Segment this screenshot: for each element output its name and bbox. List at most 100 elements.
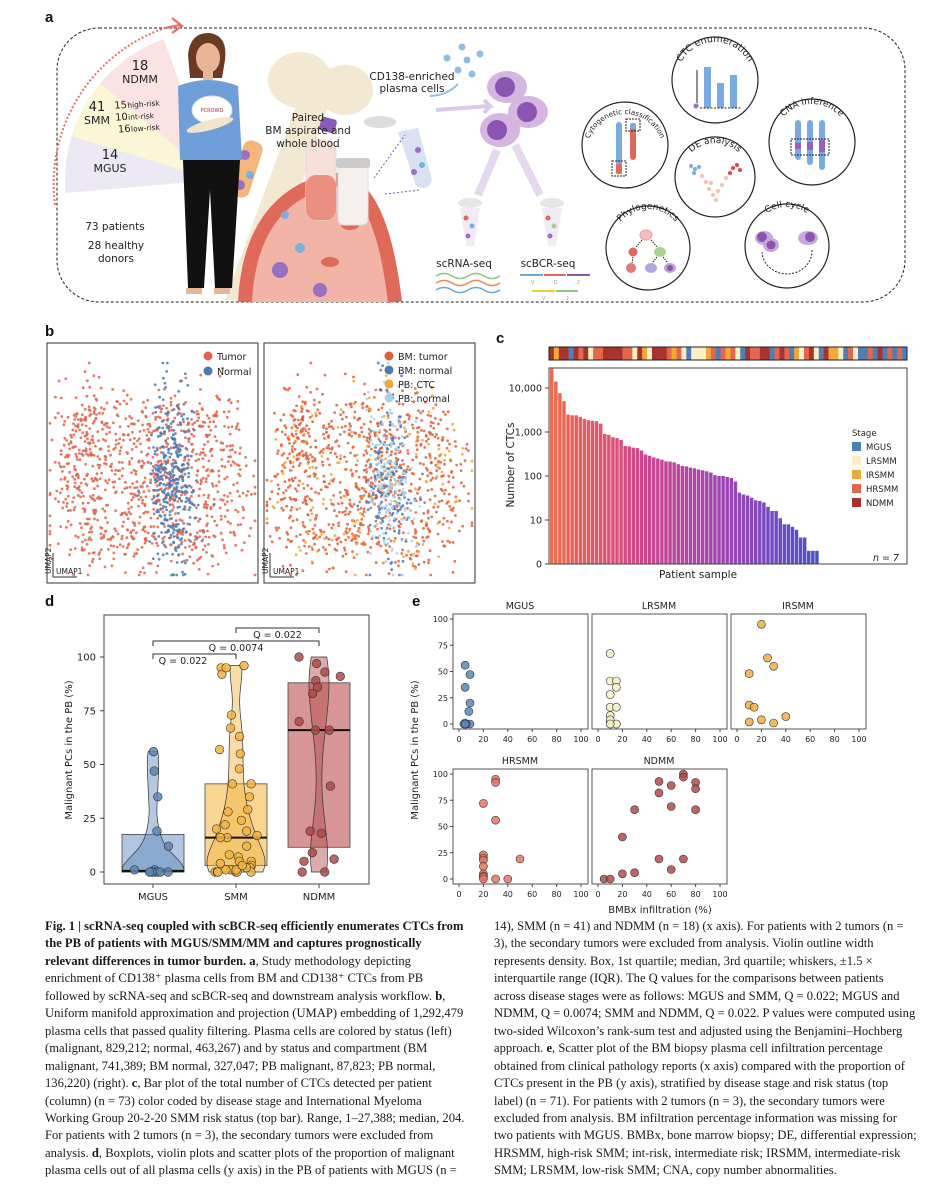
umap-cell-point (451, 571, 455, 574)
umap-cell-point (305, 385, 309, 389)
umap-cell-point (152, 494, 156, 498)
umap-cell-point (161, 510, 165, 514)
umap-cell-point (110, 564, 114, 568)
umap-cell-point (178, 518, 182, 522)
umap-cell-point (151, 534, 154, 538)
umap-cell-point (418, 496, 422, 500)
umap-cell-point (130, 416, 134, 420)
umap-cell-point (198, 529, 202, 533)
umap-cell-point (384, 531, 388, 535)
umap-cell-point (388, 423, 392, 427)
umap-cell-point (171, 468, 175, 472)
umap-cell-point (375, 468, 379, 471)
umap-cell-point (398, 508, 402, 511)
umap-cell-point (454, 445, 458, 448)
sequencing-tubes (458, 198, 564, 246)
umap-cell-point (321, 460, 324, 464)
umap-cell-point (422, 512, 426, 515)
umap-cell-point (161, 361, 165, 365)
x-tick-label: 100 (712, 735, 727, 744)
x-tick-label: 20 (756, 735, 766, 744)
ctc-bar (590, 420, 595, 564)
umap-cell-point (80, 491, 84, 494)
umap-cell-point (270, 479, 273, 483)
umap-cell-point (353, 524, 357, 528)
umap-cell-point (161, 451, 165, 455)
umap-cell-point (185, 558, 189, 562)
umap-cell-point (333, 534, 337, 537)
umap-cell-point (359, 426, 363, 430)
umap-cell-point (69, 523, 73, 527)
umap-cell-point (91, 438, 94, 442)
umap-cell-point (406, 507, 409, 510)
data-point (312, 682, 323, 692)
y-tick-label: 0 (90, 868, 96, 879)
umap-cell-point (88, 442, 92, 446)
umap-cell-point (173, 466, 176, 469)
svg-text:Cell cycle: Cell cycle (763, 200, 811, 216)
umap-cell-point (280, 469, 284, 473)
panel-label-a: a (45, 9, 54, 26)
umap-cell-point (406, 449, 410, 452)
umap-cell-point (361, 406, 365, 410)
umap-cell-point (50, 438, 54, 442)
umap-cell-point (243, 541, 246, 545)
umap-cell-point (97, 495, 101, 499)
umap-cell-point (176, 546, 180, 549)
umap-cell-point (206, 440, 210, 443)
umap-cell-point (321, 546, 325, 549)
umap-cell-point (89, 538, 93, 541)
caption-letter-c: c (131, 1076, 138, 1091)
umap-cell-point (234, 508, 238, 512)
umap-cell-point (173, 438, 177, 442)
umap-cell-point (221, 448, 225, 452)
umap-cell-point (384, 511, 388, 514)
umap-cell-point (199, 388, 202, 391)
umap-cell-point (344, 552, 348, 556)
umap-cell-point (383, 482, 386, 486)
umap-cell-point (174, 519, 178, 523)
umap-cell-point (362, 514, 366, 518)
umap-cell-point (90, 477, 93, 481)
umap-cell-point (121, 467, 125, 470)
umap-cell-point (414, 453, 418, 456)
umap-cell-point (447, 526, 451, 530)
umap-cell-point (303, 544, 306, 548)
umap-cell-point (152, 446, 155, 449)
ctc-bar (652, 457, 656, 564)
ctc-bar (643, 454, 648, 564)
umap-cell-point (187, 475, 190, 479)
umap-cell-point (364, 573, 368, 577)
analysis-cna-inference: CNA inference (768, 97, 856, 186)
umap-cell-point (194, 506, 198, 510)
umap-cell-point (57, 379, 61, 383)
umap-cell-point (149, 478, 153, 482)
umap-cell-point (65, 453, 69, 457)
umap-cell-point (168, 482, 172, 485)
umap-cell-point (332, 477, 336, 481)
umap-cell-point (308, 474, 312, 478)
umap-cell-point (78, 428, 81, 432)
data-point (221, 663, 231, 673)
umap-cell-point (182, 573, 185, 577)
umap-cell-point (380, 526, 383, 530)
umap-cell-point (363, 392, 366, 396)
umap-cell-point (331, 427, 335, 430)
umap-cell-point (133, 521, 137, 525)
umap-cell-point (197, 425, 201, 428)
umap-cell-point (57, 500, 60, 503)
umap-cell-point (159, 470, 162, 474)
x-tick-label: 80 (691, 735, 701, 744)
umap-cell-point (403, 494, 406, 497)
umap-cell-point (218, 374, 222, 378)
umap-cell-point (189, 454, 193, 458)
umap-cell-point (338, 491, 342, 494)
data-point (691, 784, 700, 794)
umap-cell-point (337, 444, 341, 448)
umap-cell-point (73, 547, 77, 550)
umap-cell-point (245, 494, 248, 497)
umap-cell-point (149, 461, 153, 465)
stage-bar-segment (740, 347, 746, 360)
umap-cell-point (240, 548, 244, 552)
